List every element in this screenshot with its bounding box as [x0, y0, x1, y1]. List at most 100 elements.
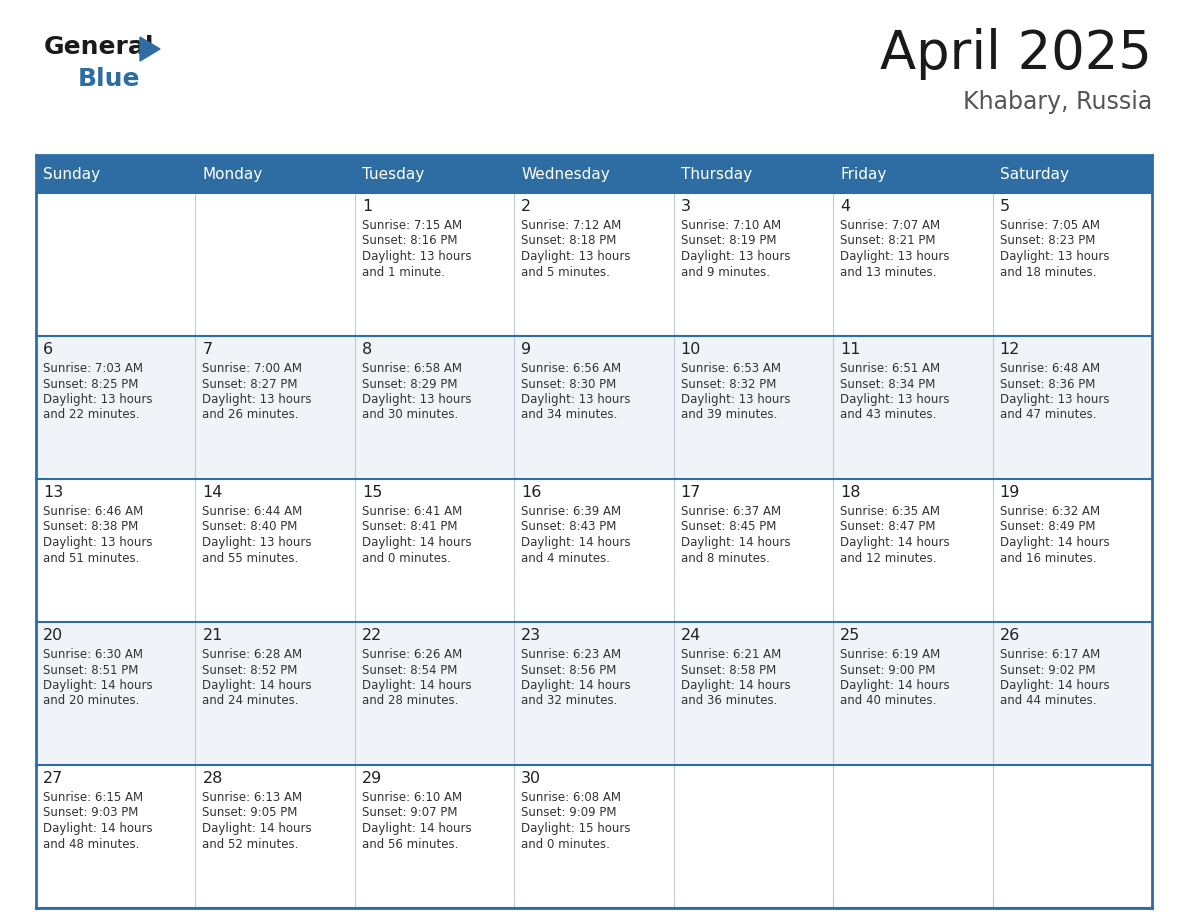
- Bar: [196, 765, 355, 908]
- Text: 16: 16: [522, 485, 542, 500]
- Bar: [196, 155, 355, 193]
- Text: Daylight: 14 hours: Daylight: 14 hours: [522, 679, 631, 692]
- Bar: [196, 479, 355, 622]
- Text: 7: 7: [202, 342, 213, 357]
- Text: Sunrise: 7:05 AM: Sunrise: 7:05 AM: [999, 219, 1100, 232]
- Text: Sunrise: 7:03 AM: Sunrise: 7:03 AM: [43, 362, 143, 375]
- Text: Sunrise: 6:41 AM: Sunrise: 6:41 AM: [362, 505, 462, 518]
- Text: and 48 minutes.: and 48 minutes.: [43, 837, 139, 850]
- Bar: [514, 193, 674, 336]
- Text: Tuesday: Tuesday: [362, 166, 424, 182]
- Text: and 36 minutes.: and 36 minutes.: [681, 695, 777, 708]
- Text: Daylight: 13 hours: Daylight: 13 hours: [681, 393, 790, 406]
- Text: Sunrise: 6:19 AM: Sunrise: 6:19 AM: [840, 648, 941, 661]
- Text: and 16 minutes.: and 16 minutes.: [999, 552, 1097, 565]
- Text: Daylight: 13 hours: Daylight: 13 hours: [362, 250, 472, 263]
- Text: Sunset: 8:19 PM: Sunset: 8:19 PM: [681, 234, 776, 248]
- Text: and 12 minutes.: and 12 minutes.: [840, 552, 936, 565]
- Bar: [833, 622, 992, 765]
- Text: Daylight: 14 hours: Daylight: 14 hours: [999, 679, 1110, 692]
- Text: Sunset: 8:43 PM: Sunset: 8:43 PM: [522, 521, 617, 533]
- Text: Daylight: 14 hours: Daylight: 14 hours: [840, 679, 949, 692]
- Bar: [514, 479, 674, 622]
- Text: Daylight: 14 hours: Daylight: 14 hours: [681, 679, 790, 692]
- Text: Khabary, Russia: Khabary, Russia: [962, 90, 1152, 114]
- Bar: [992, 336, 1152, 479]
- Text: and 0 minutes.: and 0 minutes.: [522, 837, 611, 850]
- Text: and 34 minutes.: and 34 minutes.: [522, 409, 618, 421]
- Text: Daylight: 14 hours: Daylight: 14 hours: [362, 679, 472, 692]
- Bar: [833, 155, 992, 193]
- Text: Sunset: 8:23 PM: Sunset: 8:23 PM: [999, 234, 1095, 248]
- Text: 29: 29: [362, 771, 383, 786]
- Text: 30: 30: [522, 771, 542, 786]
- Text: Sunrise: 6:58 AM: Sunrise: 6:58 AM: [362, 362, 462, 375]
- Text: Sunset: 8:56 PM: Sunset: 8:56 PM: [522, 664, 617, 677]
- Bar: [992, 193, 1152, 336]
- Text: Sunrise: 7:12 AM: Sunrise: 7:12 AM: [522, 219, 621, 232]
- Text: Sunset: 8:25 PM: Sunset: 8:25 PM: [43, 377, 138, 390]
- Text: 24: 24: [681, 628, 701, 643]
- Text: Sunset: 8:47 PM: Sunset: 8:47 PM: [840, 521, 936, 533]
- Text: Sunrise: 7:10 AM: Sunrise: 7:10 AM: [681, 219, 781, 232]
- Text: Sunset: 9:05 PM: Sunset: 9:05 PM: [202, 807, 298, 820]
- Text: Sunrise: 6:13 AM: Sunrise: 6:13 AM: [202, 791, 303, 804]
- Text: Monday: Monday: [202, 166, 263, 182]
- Text: 19: 19: [999, 485, 1020, 500]
- Text: Daylight: 15 hours: Daylight: 15 hours: [522, 822, 631, 835]
- Text: Sunrise: 6:46 AM: Sunrise: 6:46 AM: [43, 505, 144, 518]
- Text: Sunset: 8:21 PM: Sunset: 8:21 PM: [840, 234, 936, 248]
- Bar: [833, 193, 992, 336]
- Text: and 43 minutes.: and 43 minutes.: [840, 409, 936, 421]
- Text: Sunset: 9:09 PM: Sunset: 9:09 PM: [522, 807, 617, 820]
- Text: Sunset: 8:27 PM: Sunset: 8:27 PM: [202, 377, 298, 390]
- Bar: [355, 336, 514, 479]
- Text: and 39 minutes.: and 39 minutes.: [681, 409, 777, 421]
- Text: Daylight: 13 hours: Daylight: 13 hours: [522, 393, 631, 406]
- Text: 26: 26: [999, 628, 1019, 643]
- Bar: [36, 193, 196, 336]
- Text: 21: 21: [202, 628, 223, 643]
- Text: and 28 minutes.: and 28 minutes.: [362, 695, 459, 708]
- Text: 3: 3: [681, 199, 690, 214]
- Text: Sunset: 8:45 PM: Sunset: 8:45 PM: [681, 521, 776, 533]
- Bar: [36, 155, 196, 193]
- Text: Sunset: 8:29 PM: Sunset: 8:29 PM: [362, 377, 457, 390]
- Text: Sunset: 8:32 PM: Sunset: 8:32 PM: [681, 377, 776, 390]
- Text: Daylight: 13 hours: Daylight: 13 hours: [202, 393, 312, 406]
- Text: Sunday: Sunday: [43, 166, 100, 182]
- Bar: [36, 479, 196, 622]
- Bar: [514, 765, 674, 908]
- Text: 6: 6: [43, 342, 53, 357]
- Bar: [355, 193, 514, 336]
- Text: Daylight: 14 hours: Daylight: 14 hours: [999, 536, 1110, 549]
- Text: Daylight: 14 hours: Daylight: 14 hours: [681, 536, 790, 549]
- Bar: [674, 765, 833, 908]
- Text: Wednesday: Wednesday: [522, 166, 609, 182]
- Text: 11: 11: [840, 342, 860, 357]
- Text: and 20 minutes.: and 20 minutes.: [43, 695, 139, 708]
- Text: Daylight: 13 hours: Daylight: 13 hours: [840, 250, 949, 263]
- Text: Daylight: 13 hours: Daylight: 13 hours: [43, 393, 152, 406]
- Text: 25: 25: [840, 628, 860, 643]
- Text: Sunrise: 7:07 AM: Sunrise: 7:07 AM: [840, 219, 940, 232]
- Text: Sunset: 8:51 PM: Sunset: 8:51 PM: [43, 664, 138, 677]
- Text: April 2025: April 2025: [880, 28, 1152, 80]
- Text: Sunrise: 6:15 AM: Sunrise: 6:15 AM: [43, 791, 143, 804]
- Text: Sunrise: 6:28 AM: Sunrise: 6:28 AM: [202, 648, 303, 661]
- Text: Sunset: 8:18 PM: Sunset: 8:18 PM: [522, 234, 617, 248]
- Text: Sunset: 8:36 PM: Sunset: 8:36 PM: [999, 377, 1095, 390]
- Text: Sunset: 8:16 PM: Sunset: 8:16 PM: [362, 234, 457, 248]
- Text: 1: 1: [362, 199, 372, 214]
- Text: and 1 minute.: and 1 minute.: [362, 265, 444, 278]
- Text: Sunset: 9:07 PM: Sunset: 9:07 PM: [362, 807, 457, 820]
- Text: and 56 minutes.: and 56 minutes.: [362, 837, 459, 850]
- Text: Sunset: 8:30 PM: Sunset: 8:30 PM: [522, 377, 617, 390]
- Text: and 32 minutes.: and 32 minutes.: [522, 695, 618, 708]
- Bar: [674, 336, 833, 479]
- Text: and 26 minutes.: and 26 minutes.: [202, 409, 299, 421]
- Text: 15: 15: [362, 485, 383, 500]
- Bar: [196, 336, 355, 479]
- Text: and 0 minutes.: and 0 minutes.: [362, 552, 450, 565]
- Text: 9: 9: [522, 342, 531, 357]
